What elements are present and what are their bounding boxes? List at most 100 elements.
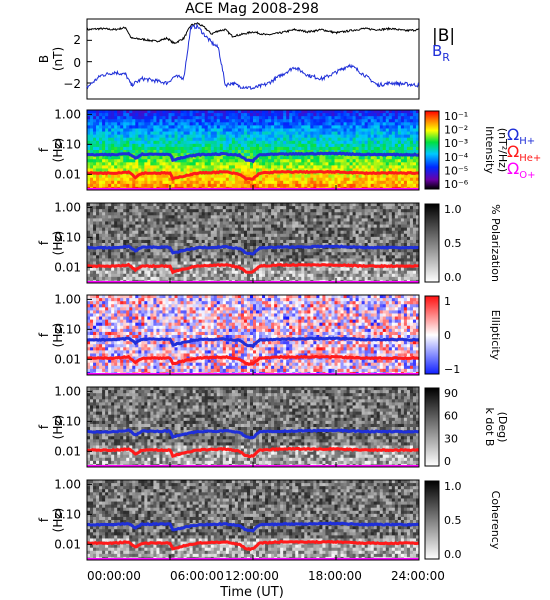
spectrogram-cell xyxy=(256,215,260,219)
spectrogram-cell xyxy=(222,243,227,247)
spectrogram-cell xyxy=(304,249,308,253)
spectrogram-cell xyxy=(256,261,260,265)
spectrogram-cell xyxy=(222,174,227,179)
spectrogram-cell xyxy=(171,215,175,219)
spectrogram-cell xyxy=(102,206,106,210)
spectrogram-cell xyxy=(87,150,91,154)
spectrogram-cell xyxy=(171,134,175,139)
spectrogram-cell xyxy=(253,261,257,265)
spectrogram-cell xyxy=(283,168,287,172)
spectrogram-cell xyxy=(325,174,329,179)
spectrogram-cell xyxy=(283,258,287,262)
spectrogram-cell xyxy=(243,143,248,148)
spectrogram-cell xyxy=(105,224,109,229)
spectrogram-cell xyxy=(295,156,299,160)
spectrogram-cell xyxy=(189,267,194,272)
spectrogram-cell xyxy=(162,122,166,126)
spectrogram-cell xyxy=(207,221,212,225)
spectrogram-cell xyxy=(120,276,124,281)
spectrogram-cell xyxy=(337,137,341,142)
spectrogram-cell xyxy=(150,156,154,160)
spectrogram-cell xyxy=(240,203,245,207)
spectrogram-cell xyxy=(397,183,402,188)
spectrogram-cell xyxy=(274,119,278,123)
spectrogram-cell xyxy=(328,156,332,160)
spectrogram-cell xyxy=(117,230,121,235)
spectrogram-cell xyxy=(298,261,302,265)
spectrogram-cell xyxy=(225,143,230,148)
spectrogram-cell xyxy=(150,243,154,247)
spectrogram-cell xyxy=(177,168,181,172)
spectrogram-cell xyxy=(337,156,341,160)
spectrogram-cell xyxy=(328,177,332,182)
spectrogram-cell xyxy=(231,249,236,253)
spectrogram-cell xyxy=(277,168,281,172)
spectrogram-cell xyxy=(120,218,124,222)
spectrogram-cell xyxy=(87,258,91,262)
spectrogram-cell xyxy=(177,212,181,216)
spectrogram-cell xyxy=(204,116,209,120)
spectrogram-cell xyxy=(403,183,408,188)
spectrogram-cell xyxy=(376,131,381,136)
spectrogram-cell xyxy=(216,249,221,253)
spectrogram-cell xyxy=(286,261,290,265)
spectrogram-cell xyxy=(231,230,236,235)
spectrogram-cell xyxy=(367,131,372,136)
freq-tick-label: 0.10 xyxy=(54,137,81,151)
spectrogram-cell xyxy=(180,122,184,126)
spectrogram-cell xyxy=(174,143,178,148)
spectrogram-cell xyxy=(382,119,387,123)
spectrogram-cell xyxy=(240,116,245,120)
spectrogram-cell xyxy=(150,230,154,235)
spectrogram-cell xyxy=(171,246,175,250)
spectrogram-cell xyxy=(111,218,115,222)
spectrogram-cell xyxy=(159,249,163,253)
spectrogram-cell xyxy=(168,239,172,244)
spectrogram-cell xyxy=(246,239,251,244)
spectrogram-cell xyxy=(340,131,344,136)
spectrogram-cell xyxy=(225,212,230,216)
spectrogram-cell xyxy=(129,212,133,216)
spectrogram-cell xyxy=(403,180,408,185)
spectrogram-cell xyxy=(201,113,206,117)
freq-tick-label: 1.00 xyxy=(54,107,81,121)
spectrogram-cell xyxy=(123,128,127,132)
spectrogram-cell xyxy=(171,276,175,281)
spectrogram-cell xyxy=(328,165,332,169)
spectrogram-cell xyxy=(180,227,184,232)
spectrogram-cell xyxy=(271,258,275,262)
spectrogram-cell xyxy=(277,252,281,256)
spectrogram-cell xyxy=(114,183,118,188)
panel-b-ylabel-1: B xyxy=(37,55,51,63)
spectrogram-cell xyxy=(225,258,230,262)
spectrogram-cell xyxy=(144,177,148,182)
spectrogram-cell xyxy=(189,128,194,132)
spectrogram-cell xyxy=(240,215,245,219)
spectrogram-cell xyxy=(277,273,281,278)
spectrogram-cell xyxy=(394,168,399,172)
spectrogram-cell xyxy=(352,156,357,160)
spectrogram-cell xyxy=(231,174,236,179)
spectrogram-cell xyxy=(144,252,148,256)
spectrogram-cell xyxy=(129,267,133,272)
spectrogram-cell xyxy=(325,267,329,272)
spectrogram-cell xyxy=(322,215,326,219)
spectrogram-cell xyxy=(129,113,133,117)
spectrogram-cell xyxy=(246,128,251,132)
spectrogram-cell xyxy=(304,177,308,182)
spectrogram-cell xyxy=(147,177,151,182)
spectrogram-cell xyxy=(192,215,197,219)
spectrogram-cell xyxy=(322,137,326,142)
spectrogram-cell xyxy=(246,150,251,154)
spectrogram-cell xyxy=(373,128,378,132)
spectrogram-cell xyxy=(162,113,166,117)
spectrogram-cell xyxy=(322,113,326,117)
spectrogram-cell xyxy=(117,239,121,244)
spectrogram-cell xyxy=(177,116,181,120)
spectrogram-cell xyxy=(171,143,175,148)
spectrogram-cell xyxy=(388,156,393,160)
spectrogram-cell xyxy=(123,110,127,114)
spectrogram-cell xyxy=(334,174,338,179)
spectrogram-cell xyxy=(201,218,206,222)
spectrogram-cell xyxy=(198,113,203,117)
